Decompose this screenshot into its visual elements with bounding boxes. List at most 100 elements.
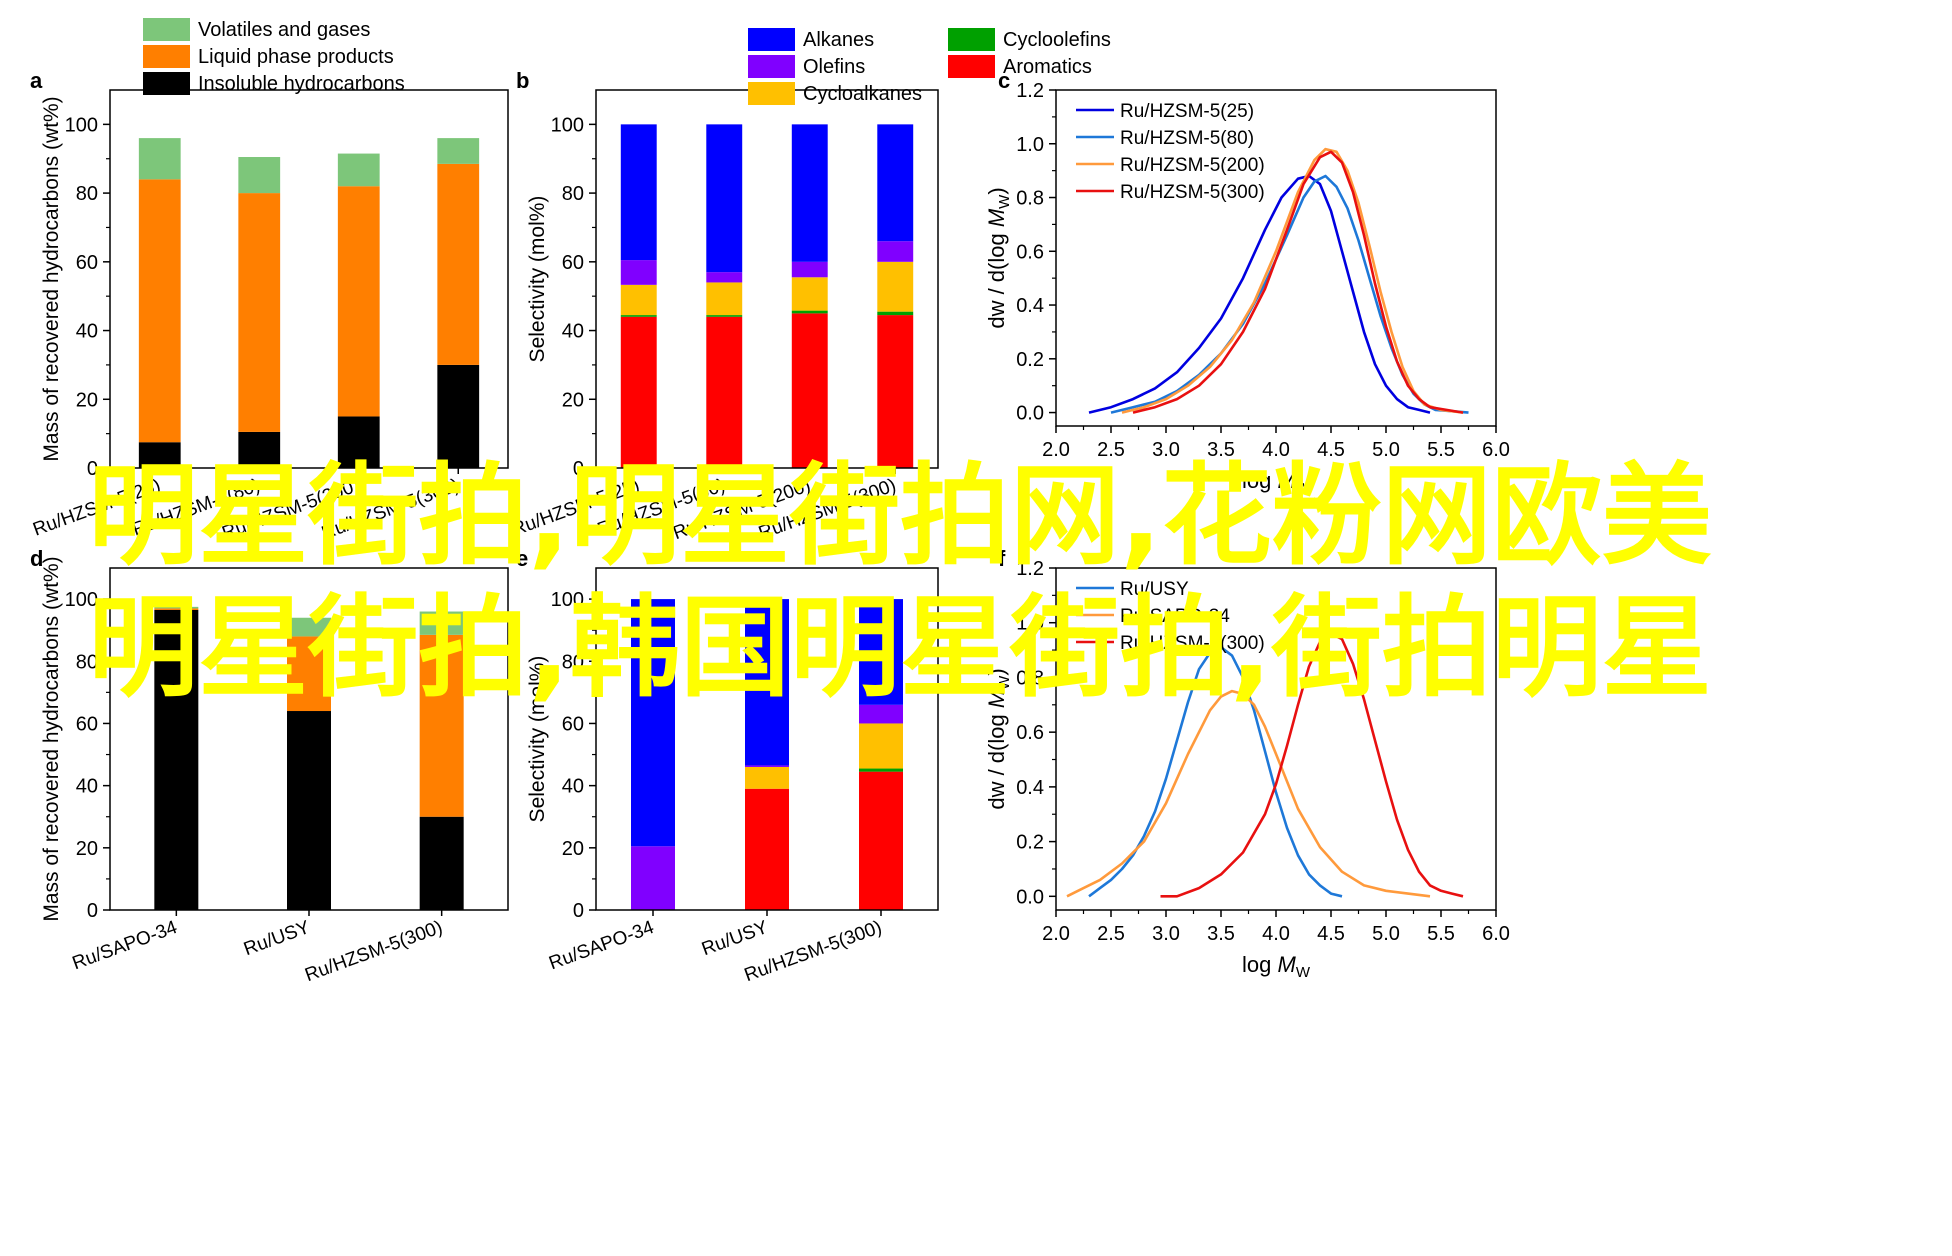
bar-e-2-aromatics [859, 771, 903, 910]
x-tick-label: 2.0 [1042, 439, 1070, 461]
bar-b-3-cycloolefins [877, 311, 914, 316]
x-tick-label: 2.5 [1097, 439, 1125, 461]
bar-a-2-insoluble [337, 416, 380, 468]
legend: Volatiles and gases Liquid phase products… [143, 18, 405, 95]
bar-b-2-aromatics [791, 313, 828, 468]
y-tick-label: 0.6 [1016, 241, 1044, 263]
y-tick-label: 0.2 [1016, 349, 1044, 371]
bar-b-2-alkanes [791, 124, 828, 262]
y-tick-label: 0.8 [1016, 188, 1044, 210]
x-tick-label: 4.5 [1317, 439, 1345, 461]
series-line-sapo [1066, 689, 1431, 898]
legend-label: Alkanes [803, 29, 874, 51]
bar-d-1-insoluble [287, 711, 331, 910]
y-tick-label: 100 [65, 589, 98, 611]
series-line-zsm300 [1132, 150, 1464, 414]
y-tick-label: 0.4 [1016, 777, 1044, 799]
panel-f: 2.0 2.5 3.0 3.5 4.0 4.5 5.0 5.5 6.0 0.0 0.2 0.4 0.6 0… [984, 546, 1510, 981]
y-tick-label: 0.8 [1016, 667, 1044, 689]
panel-a: Ru/HZSM-5(25)Ru/HZSM-5(80)Ru/HZSM-5(200)… [30, 18, 509, 544]
legend-swatch [748, 55, 795, 78]
bar-a-1-liquid [238, 193, 281, 432]
bar-b-0-olefins [620, 260, 657, 285]
panel-e: Ru/SAPO-34 Ru/USYRu/HZSM-5(300)0204060801… [516, 546, 939, 986]
y-tick-label: 0.2 [1016, 832, 1044, 854]
y-tick-label: 20 [76, 389, 98, 411]
bar-b-1-aromatics [706, 316, 743, 468]
y-tick-label: 80 [562, 183, 584, 205]
legend-label: Ru/HZSM-5(200) [1120, 155, 1265, 176]
panel-b: Ru/HZSM-5(25)Ru/HZSM-5(80)Ru/HZSM-5(200)… [509, 28, 1111, 544]
x-axis-label: log MW [1242, 468, 1311, 497]
y-tick-label: 100 [65, 114, 98, 136]
y-tick-label: 0.6 [1016, 722, 1044, 744]
bar-e-2-olefins [859, 704, 903, 724]
y-tick-label: 60 [76, 252, 98, 274]
bar-e-2-cycloalkanes [859, 723, 903, 769]
x-tick-label: 4.0 [1262, 439, 1290, 461]
bar-e-2-cycloolefins [859, 768, 903, 772]
bar-a-1-insoluble [238, 431, 281, 468]
legend: Alkanes Cycloolefins Olefins Aromatics Cyclo… [748, 28, 1111, 105]
y-tick-label: 60 [562, 713, 584, 735]
x-tick-label: 3.0 [1152, 439, 1180, 461]
panel-label: b [516, 68, 529, 93]
x-tick-label: Ru/USY [699, 917, 771, 960]
bar-e-1-alkanes [745, 599, 789, 766]
legend-label: Ru/HZSM-5(80) [1120, 128, 1254, 149]
legend-swatch [143, 45, 190, 68]
y-tick-label: 40 [562, 321, 584, 343]
legend-label: Ru/SAPO-34 [1120, 606, 1230, 627]
legend-label: Olefins [803, 56, 865, 78]
bar-b-0-cycloolefins [620, 315, 657, 317]
legend: Ru/HZSM-5(25) Ru/HZSM-5(80) Ru/HZSM-5(200)… [1076, 101, 1265, 203]
bar-e-1-cycloalkanes [745, 766, 789, 789]
bar-b-0-alkanes [620, 124, 657, 261]
y-tick-label: 80 [562, 651, 584, 673]
bar-e-1-aromatics [745, 788, 789, 910]
bar-a-0-volatiles [138, 138, 181, 180]
plot-frame [109, 567, 509, 911]
x-tick-label: Ru/HZSM-5(300) [302, 917, 445, 986]
bar-d-1-liquid [287, 636, 331, 712]
x-tick-label: 3.5 [1207, 439, 1235, 461]
plot-frame [595, 567, 939, 911]
bar-a-1-volatiles [238, 157, 281, 194]
legend: Ru/USY Ru/SAPO-34 Ru/HZSM-5(300) [1076, 579, 1265, 654]
panel-label: c [998, 68, 1010, 93]
legend-swatch [143, 18, 190, 41]
y-tick-label: 1.2 [1016, 558, 1044, 580]
bar-e-1-olefins [745, 765, 789, 767]
x-axis-label: log MW [1242, 952, 1311, 981]
x-tick-label: 3.0 [1152, 923, 1180, 945]
bar-b-1-olefins [706, 272, 743, 283]
y-tick-label: 1.2 [1016, 80, 1044, 102]
y-tick-label: 80 [76, 183, 98, 205]
x-tick-label: 4.0 [1262, 923, 1290, 945]
y-tick-label: 0 [573, 900, 584, 922]
bar-a-2-volatiles [337, 153, 380, 187]
x-tick-label: 2.0 [1042, 923, 1070, 945]
x-tick-label: 5.5 [1427, 923, 1455, 945]
legend-label: Ru/HZSM-5(25) [1120, 101, 1254, 122]
y-tick-label: 20 [562, 838, 584, 860]
y-tick-label: 40 [562, 776, 584, 798]
bar-d-0-volatiles [154, 606, 199, 609]
bar-b-2-cycloolefins [791, 310, 828, 314]
y-tick-label: 0 [87, 900, 98, 922]
y-tick-label: 1.0 [1016, 134, 1044, 156]
y-tick-label: 0 [573, 458, 584, 480]
y-axis-label: Selectivity (mol%) [526, 656, 549, 823]
y-tick-label: 1.0 [1016, 613, 1044, 635]
x-tick-label: 5.0 [1372, 439, 1400, 461]
panel-label: e [516, 546, 528, 571]
y-tick-label: 0.4 [1016, 295, 1044, 317]
x-tick-label: 4.5 [1317, 923, 1345, 945]
bar-d-2-liquid [419, 634, 464, 817]
bar-a-0-liquid [138, 179, 181, 443]
bar-b-0-cycloalkanes [620, 284, 657, 316]
y-tick-label: 0.0 [1016, 403, 1044, 425]
legend-label: Ru/HZSM-5(300) [1120, 182, 1265, 203]
x-tick-label: 6.0 [1482, 923, 1510, 945]
